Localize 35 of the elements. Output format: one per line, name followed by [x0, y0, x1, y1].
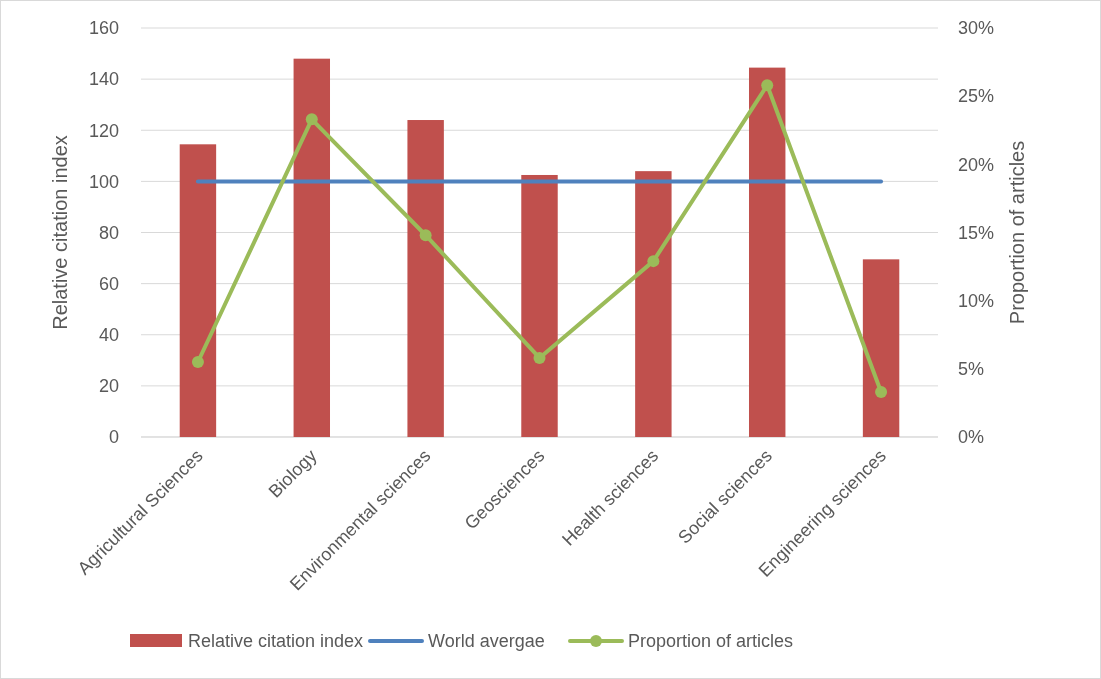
bar: [862, 259, 900, 437]
legend-label: World avergae: [428, 631, 545, 652]
y2-axis-title: Proportion of articles: [1006, 140, 1028, 325]
point: [761, 79, 774, 92]
y2-tick-label: 30%: [958, 18, 995, 39]
point: [533, 351, 546, 364]
bar: [635, 171, 672, 437]
legend-label: Proportion of articles: [628, 631, 794, 652]
y2-tick-label: 20%: [958, 154, 995, 175]
y2-tick-label: 5%: [958, 359, 985, 380]
bar: [407, 120, 444, 437]
y2-tick-label: 0%: [958, 427, 985, 448]
y-tick-label: 140: [88, 69, 119, 90]
point: [191, 356, 204, 369]
point: [419, 229, 432, 242]
y-tick-label: 160: [88, 18, 119, 39]
y-tick-label: 100: [88, 171, 119, 192]
y-tick-label: 120: [88, 120, 119, 141]
y2-tick-label: 15%: [958, 222, 995, 243]
y-tick-label: 40: [98, 325, 119, 346]
point: [647, 255, 660, 268]
y-axis-title: Relative citation index: [49, 135, 71, 330]
y-tick-label: 20: [98, 376, 119, 397]
bar: [521, 174, 558, 437]
point: [875, 386, 888, 399]
legend-label: Relative citation index: [188, 631, 364, 652]
y2-tick-label: 25%: [958, 86, 995, 107]
y-tick-label: 60: [98, 273, 119, 294]
y-tick-label: 80: [98, 222, 119, 243]
point: [305, 113, 318, 126]
y2-tick-label: 10%: [958, 290, 995, 311]
y-tick-label: 0: [108, 427, 119, 448]
bar: [749, 67, 786, 437]
bar: [293, 58, 330, 437]
bar: [179, 144, 217, 437]
